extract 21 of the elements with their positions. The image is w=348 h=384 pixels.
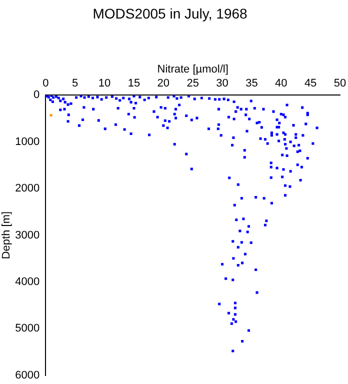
y-tick-label: 0 — [34, 89, 40, 102]
x-tick-label: 15 — [128, 78, 140, 90]
y-axis-title: Depth [m] — [0, 211, 13, 260]
x-tick-label: 50 — [334, 78, 346, 90]
y-tick-label: 1000 — [15, 136, 40, 148]
y-tick-label: 3000 — [15, 229, 40, 242]
x-tick-label: 40 — [275, 78, 288, 90]
x-tick-label: 30 — [216, 78, 228, 90]
chart-title: MODS2005 in July, 1968 — [92, 5, 248, 22]
x-axis-title: Nitrate [µmol/l] — [157, 63, 228, 76]
y-tick-label: 6000 — [15, 369, 40, 382]
x-tick-label: 10 — [98, 78, 111, 90]
x-tick-label: 25 — [186, 78, 199, 90]
x-tick-label: 5 — [72, 78, 78, 90]
y-tick-label: 2000 — [15, 182, 40, 195]
x-tick-label: 45 — [304, 78, 317, 90]
y-tick-label: 4000 — [15, 276, 40, 288]
y-tick-label: 5000 — [15, 322, 40, 335]
x-tick-label: 35 — [246, 78, 258, 90]
x-tick-label: 0 — [42, 78, 49, 90]
x-tick-label: 20 — [157, 78, 170, 90]
